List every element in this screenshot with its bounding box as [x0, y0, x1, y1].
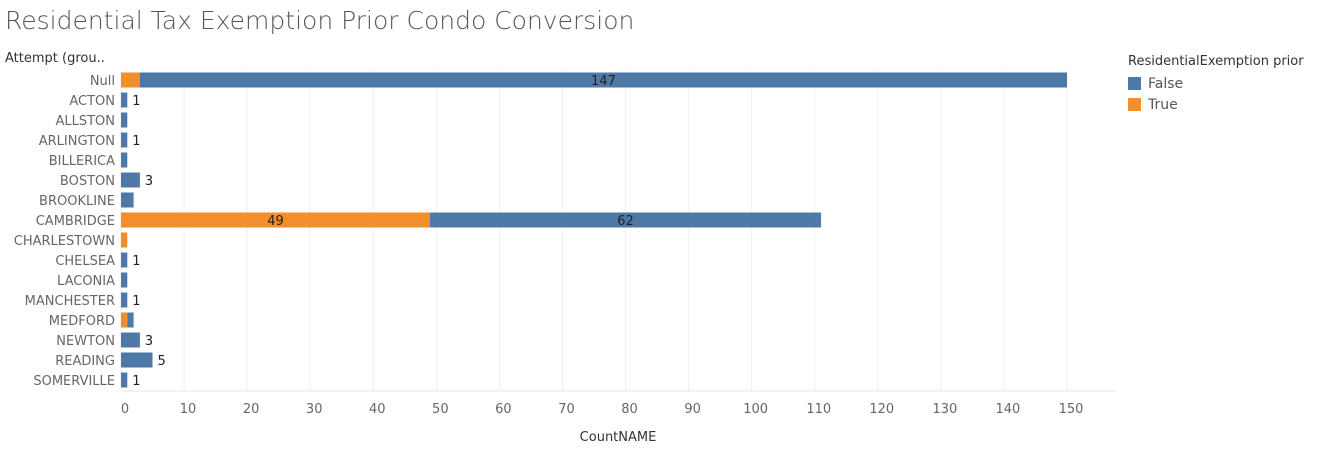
x-tick-label: 0	[121, 402, 129, 417]
data-label-cambridge-false: 62	[617, 214, 634, 229]
x-tick-label: 40	[369, 402, 386, 417]
x-tick-label: 120	[869, 402, 894, 417]
data-label-cambridge-true: 49	[267, 214, 284, 229]
x-axis-title: CountNAME	[580, 430, 657, 445]
category-label-chelsea: CHELSEA	[55, 254, 115, 269]
category-label-null: Null	[90, 74, 115, 89]
x-tick-label: 140	[996, 402, 1021, 417]
row-header: Attempt (grou..	[5, 51, 105, 66]
data-label-reading-false: 5	[158, 354, 166, 369]
category-label-medford: MEDFORD	[49, 314, 115, 329]
legend-swatch-false	[1128, 77, 1141, 90]
legend-label-false: False	[1148, 75, 1184, 92]
bar-false-boston	[121, 172, 140, 188]
bar-false-brookline	[121, 192, 134, 208]
bar-false-medford	[127, 312, 134, 328]
category-label-newton: NEWTON	[56, 334, 115, 349]
category-label-reading: READING	[55, 354, 115, 369]
category-label-acton: ACTON	[69, 94, 115, 109]
bar-true-medford	[121, 312, 128, 328]
bar-false-manchester	[121, 292, 128, 308]
category-label-billerica: BILLERICA	[49, 154, 115, 169]
bar-true-null	[121, 72, 140, 88]
data-label-boston-false: 3	[145, 174, 153, 189]
x-tick-label: 10	[180, 402, 197, 417]
legend-item-true[interactable]: True	[1128, 94, 1304, 115]
bar-true-cambridge	[121, 212, 431, 228]
bar-false-reading	[121, 352, 153, 368]
category-label-cambridge: CAMBRIDGE	[36, 214, 115, 229]
bar-false-somerville	[121, 372, 128, 388]
category-label-charlestown: CHARLESTOWN	[14, 234, 115, 249]
category-label-laconia: LACONIA	[57, 274, 115, 289]
x-tick-label: 50	[432, 402, 449, 417]
x-tick-label: 130	[932, 402, 957, 417]
x-tick-label: 150	[1059, 402, 1084, 417]
x-tick-label: 20	[243, 402, 260, 417]
legend: ResidentialExemption prior False True	[1128, 54, 1304, 115]
bar-true-charlestown	[121, 232, 128, 248]
bar-false-cambridge	[430, 212, 822, 228]
bar-false-arlington	[121, 132, 128, 148]
bar-false-null	[139, 72, 1068, 88]
legend-title: ResidentialExemption prior	[1128, 54, 1304, 69]
data-label-newton-false: 3	[145, 334, 153, 349]
legend-item-false[interactable]: False	[1128, 73, 1304, 94]
x-tick-label: 110	[806, 402, 831, 417]
bar-false-chelsea	[121, 252, 128, 268]
bar-false-allston	[121, 112, 128, 128]
x-tick-label: 30	[306, 402, 323, 417]
data-label-null-false: 147	[591, 74, 616, 89]
x-tick-label: 70	[558, 402, 575, 417]
category-label-boston: BOSTON	[60, 174, 115, 189]
data-label-acton-false: 1	[132, 94, 140, 109]
data-label-manchester-false: 1	[132, 294, 140, 309]
x-tick-label: 60	[495, 402, 512, 417]
legend-swatch-true	[1128, 98, 1141, 111]
category-label-arlington: ARLINGTON	[39, 134, 115, 149]
x-tick-label: 100	[743, 402, 768, 417]
category-label-manchester: MANCHESTER	[25, 294, 115, 309]
data-label-arlington-false: 1	[132, 134, 140, 149]
chart-title: Residential Tax Exemption Prior Condo Co…	[5, 6, 635, 35]
x-tick-label: 80	[621, 402, 638, 417]
legend-label-true: True	[1148, 96, 1178, 113]
bar-false-billerica	[121, 152, 128, 168]
x-tick-label: 90	[684, 402, 701, 417]
bar-false-newton	[121, 332, 140, 348]
data-label-somerville-false: 1	[132, 374, 140, 389]
category-label-somerville: SOMERVILLE	[33, 374, 115, 389]
category-label-brookline: BROOKLINE	[39, 194, 115, 209]
data-label-chelsea-false: 1	[132, 254, 140, 269]
category-label-allston: ALLSTON	[55, 114, 115, 129]
bar-false-acton	[121, 92, 128, 108]
bar-false-laconia	[121, 272, 128, 288]
